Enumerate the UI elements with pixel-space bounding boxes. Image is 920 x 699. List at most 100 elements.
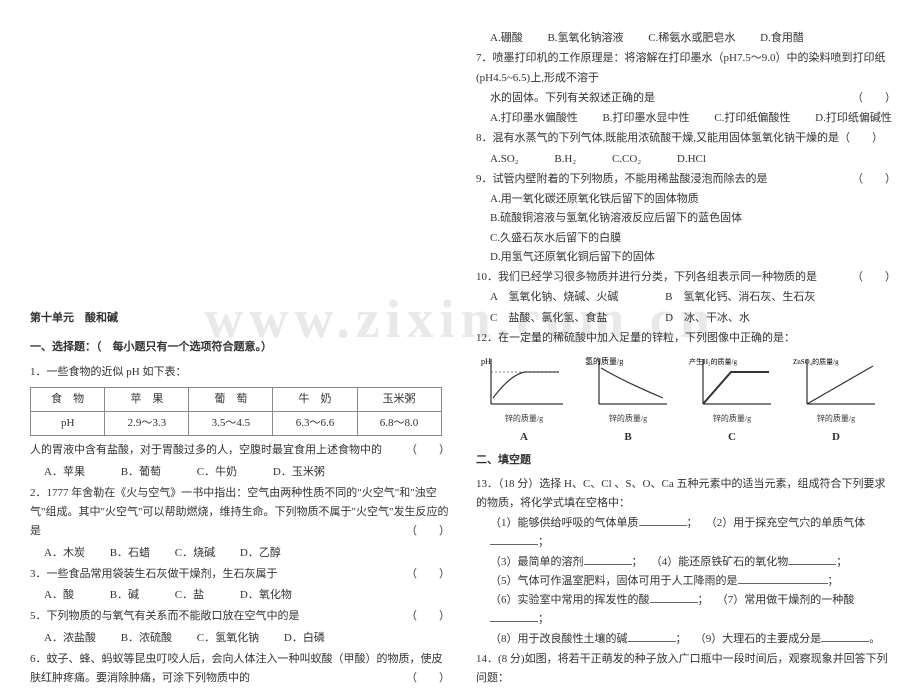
q2-optC: C．烧碱 [175, 547, 215, 559]
q7-line2-text: 水的固体。下列有关叙述正确的是 [490, 92, 655, 104]
q1-prompt: 人的胃液中含有盐酸，对于胃酸过多的人，空腹时最宜食用上述食物中的 （ ） [30, 441, 450, 460]
q5-optA: A．浓盐酸 [44, 632, 96, 644]
q13-line3: （5）气体可作温室肥料，固体可用于人工降雨的是； [490, 572, 896, 591]
q6-optA: A.硼酸 [490, 32, 523, 44]
q7-stem: 7．喷墨打印机的工作原理是：将溶解在打印墨水（pH7.5～9.0）中的染料喷到打… [476, 49, 896, 88]
q3-optD: D．氧化物 [240, 589, 292, 601]
blank [490, 534, 538, 545]
chart-c: 产生H₂的质量/g 锌的质量/g C [686, 354, 778, 447]
q1-paren: （ ） [406, 441, 450, 460]
q5-optB: B．浓硫酸 [121, 632, 172, 644]
q1-table: 食 物 苹 果 葡 萄 牛 奶 玉米粥 pH 2.9～3.3 3.5～4.5 6… [30, 387, 442, 437]
chart-b-label: B [582, 428, 674, 447]
chart-a-ylabel: pH [481, 357, 491, 366]
blank [821, 631, 869, 642]
q10-row1: A 氢氧化钠、烧碱、火碱 B 氢氧化钙、消石灰、生石灰 [490, 288, 896, 307]
cell: 6.3～6.6 [273, 412, 357, 436]
q9-c: C.久盛石灰水后留下的白膜 [490, 229, 896, 248]
q1-optC: C．牛奶 [197, 466, 237, 478]
q3-options: A．酸 B．碱 C．盐 D．氧化物 [44, 586, 450, 605]
left-column: 第十单元 酸和碱 一、选择题：（ 每小题只有一个选项符合题意。） 1．一些食物的… [30, 28, 450, 689]
cell: 2.9～3.3 [105, 412, 189, 436]
chart-b: 氢的质量/g 锌的质量/g B [582, 354, 674, 447]
q8-optB: B.H₂ [554, 153, 576, 165]
q8-optA: A.SO₂ [490, 153, 519, 165]
table-row: 食 物 苹 果 葡 萄 牛 奶 玉米粥 [31, 387, 442, 411]
q7-optD: D.打印纸偏碱性 [815, 112, 892, 124]
q13-l4b: （7）常用做干燥剂的一种酸 [717, 594, 855, 606]
q5-optC: C．氢氧化钠 [197, 632, 259, 644]
q10-optB: B 氢氧化钙、消石灰、生石灰 [665, 291, 815, 303]
q1-options: A．苹果 B．葡萄 C．牛奶 D．玉米粥 [44, 463, 450, 482]
q1-optD: D．玉米粥 [273, 466, 325, 478]
q8-stem: 8．混有水蒸气的下列气体,既能用浓硫酸干燥,又能用固体氢氧化钠干燥的是（ ） [476, 129, 896, 148]
blank [490, 611, 538, 622]
q8-optC: C.CO₂ [612, 153, 641, 165]
q13-l3: （5）气体可作温室肥料，固体可用于人工降雨的是 [490, 575, 738, 587]
blank [788, 554, 836, 565]
q8-options: A.SO₂ B.H₂ C.CO₂ D.HCl [490, 150, 896, 169]
chart-a-label: A [478, 428, 570, 447]
q5-optD: D．白磷 [284, 632, 325, 644]
q7-optB: B.打印墨水显中性 [602, 112, 689, 124]
q8-optD: D.HCl [677, 153, 706, 165]
q10-optC: C 盐酸、氯化氢、食盐 [490, 312, 607, 324]
q3-optB: B．碱 [110, 589, 139, 601]
q2-options: A．木炭 B．石蜡 C．烧碱 D．乙醇 [44, 544, 450, 563]
q9-stem: 9．试管内壁附着的下列物质，不能用稀盐酸浸泡而除去的是 （ ） [476, 170, 896, 189]
q7-optA: A.打印墨水偏酸性 [490, 112, 578, 124]
q6-optB: B.氢氧化钠溶液 [547, 32, 623, 44]
cell: 玉米粥 [357, 387, 441, 411]
q12-stem: 12．在一定量的稀硫酸中加入足量的锌粒，下列图像中正确的是： [476, 329, 896, 348]
section-1-heading: 一、选择题：（ 每小题只有一个选项符合题意。） [30, 338, 450, 357]
blank [584, 554, 632, 565]
q13-line1: （1）能够供给呼吸的气体单质； （2）用于探充空气穴的单质气体； [490, 514, 896, 553]
q7-options: A.打印墨水偏酸性 B.打印墨水显中性 C.打印纸偏酸性 D.打印纸偏碱性 [490, 109, 896, 128]
q6-stem: 6．蚊子、蜂、蚂蚁等昆虫叮咬人后，会向人体注入一种叫蚁酸（甲酸）的物质，使皮肤红… [30, 650, 450, 689]
q2-paren: （ ） [406, 522, 450, 541]
q5-paren: （ ） [406, 607, 450, 626]
cell: 食 物 [31, 387, 105, 411]
q13-l2a: （3）最简单的溶剂 [490, 556, 584, 568]
q13-l2b: （4）能还原铁矿石的氧化物 [651, 556, 789, 568]
q10-paren: （ ） [852, 268, 896, 287]
cell: 6.8～8.0 [357, 412, 441, 436]
chart-c-label: C [686, 428, 778, 447]
q3-optC: C．盐 [175, 589, 204, 601]
cell: 3.5～4.5 [189, 412, 273, 436]
q13-l1b: （2）用于探充空气穴的单质气体 [706, 517, 866, 529]
q2-optB: B．石蜡 [110, 547, 150, 559]
q5-options: A．浓盐酸 B．浓硫酸 C．氢氧化钠 D．白磷 [44, 629, 450, 648]
q3-stem: 3．一些食品常用袋装生石灰做干燥剂，生石灰属于 （ ） [30, 565, 450, 584]
q6-paren: （ ） [406, 669, 450, 688]
q6-options: A.硼酸 B.氢氧化钠溶液 C.稀氨水或肥皂水 D.食用醋 [490, 29, 896, 48]
q10-optD: D 冰、干冰、水 [665, 312, 750, 324]
q3-paren: （ ） [406, 565, 450, 584]
cell: 苹 果 [105, 387, 189, 411]
q13-l1a: （1）能够供给呼吸的气体单质 [490, 517, 639, 529]
q1-optB: B．葡萄 [121, 466, 161, 478]
blank [639, 515, 687, 526]
chart-b-ylabel: 氢的质量/g [585, 356, 623, 366]
q3-stem-text: 3．一些食品常用袋装生石灰做干燥剂，生石灰属于 [30, 568, 278, 580]
q3-optA: A．酸 [44, 589, 74, 601]
q6-optC: C.稀氨水或肥皂水 [648, 32, 735, 44]
q13-l5b: （9）大理石的主要成分是 [695, 633, 822, 645]
chart-c-xlabel: 锌的质量/g [686, 412, 778, 426]
chart-a-xlabel: 锌的质量/g [478, 412, 570, 426]
chart-d-ylabel: ZnSO₄的质量/g [793, 357, 839, 366]
q9-a: A.用一氧化碳还原氧化铁后留下的固体物质 [490, 190, 896, 209]
q2-optD: D．乙醇 [240, 547, 281, 559]
q7-paren: （ ） [852, 89, 896, 108]
chart-d-label: D [790, 428, 882, 447]
q2-optA: A．木炭 [44, 547, 85, 559]
q7-optC: C.打印纸偏酸性 [714, 112, 790, 124]
chart-b-xlabel: 锌的质量/g [582, 412, 674, 426]
chart-a: pH 锌的质量/g A [478, 354, 570, 447]
q7-line2: 水的固体。下列有关叙述正确的是 （ ） [490, 89, 896, 108]
q13-l5a: （8）用于改良酸性土壤的碱 [490, 633, 628, 645]
section-2-heading: 二、填空题 [476, 451, 896, 470]
q13-stem: 13．（18 分）选择 H、C、Cl 、S、O、Ca 五种元素中的适当元素，组成… [476, 475, 896, 514]
chart-d-xlabel: 锌的质量/g [790, 412, 882, 426]
q9-stem-text: 9．试管内壁附着的下列物质，不能用稀盐酸浸泡而除去的是 [476, 173, 768, 185]
